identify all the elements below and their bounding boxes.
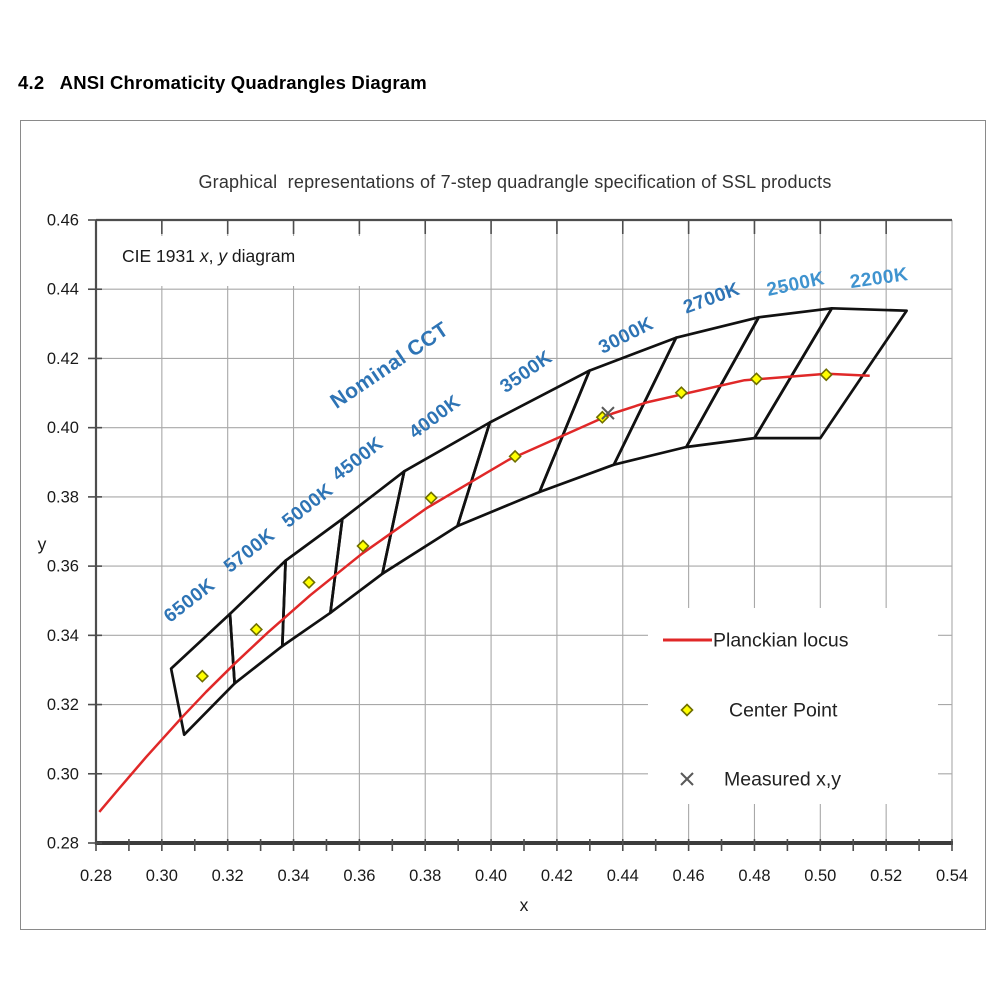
cct-label-5000K: 5000K (278, 480, 337, 533)
cct-label-4000K: 4000K (405, 391, 464, 443)
cct-label-5700K: 5700K (220, 525, 279, 578)
x-tick-label: 0.50 (804, 867, 836, 885)
x-tick-label: 0.46 (673, 867, 705, 885)
y-tick-label: 0.44 (47, 281, 79, 299)
x-tick-label: 0.48 (738, 867, 770, 885)
x-tick-label: 0.40 (475, 867, 507, 885)
x-tick-label: 0.34 (277, 867, 309, 885)
legend-label: Planckian locus (713, 630, 849, 652)
cct-label-2700K: 2700K (681, 279, 743, 319)
quadrangle-3500K (456, 369, 591, 528)
quadrangle-2200K (753, 306, 908, 440)
y-axis-title: y (38, 534, 47, 554)
center-point-5000K (302, 575, 316, 590)
cct-label-3500K: 3500K (496, 347, 556, 398)
y-tick-label: 0.36 (47, 558, 79, 576)
planckian-locus-line (98, 372, 870, 813)
chart-title: Graphical representations of 7-step quad… (198, 172, 832, 192)
cct-label-4500K: 4500K (328, 433, 387, 486)
x-tick-label: 0.30 (146, 867, 178, 885)
x-axis-title: x (520, 895, 529, 915)
x-tick-label: 0.28 (80, 867, 112, 885)
legend-label: Center Point (729, 700, 838, 722)
legend-x-marker (680, 772, 694, 786)
legend-label: Measured x,y (724, 769, 841, 791)
center-point-4000K (424, 491, 438, 505)
x-tick-label: 0.44 (607, 867, 639, 885)
center-point-6500K (195, 669, 209, 683)
center-point-2500K (749, 372, 764, 386)
quadrangle-5700K (228, 559, 287, 685)
legend-diamond-marker (680, 703, 694, 717)
x-tick-label: 0.52 (870, 867, 902, 885)
y-tick-label: 0.46 (47, 212, 79, 230)
center-point-3500K (508, 449, 522, 464)
y-tick-label: 0.32 (47, 696, 79, 714)
x-tick-label: 0.36 (343, 867, 375, 885)
cie-label-backing (106, 236, 374, 286)
cct-label-3000K: 3000K (595, 313, 657, 358)
center-point-4500K (356, 539, 370, 553)
y-tick-label: 0.34 (47, 627, 79, 645)
y-tick-label: 0.30 (47, 765, 79, 783)
x-tick-label: 0.42 (541, 867, 573, 885)
y-tick-label: 0.28 (47, 835, 79, 853)
measured-x-marker (601, 406, 615, 420)
cct-label-6500K: 6500K (160, 575, 219, 628)
section-heading: 4.2 ANSI Chromaticity Quadrangles Diagra… (18, 72, 427, 93)
cct-label-2500K: 2500K (765, 268, 827, 301)
x-tick-label: 0.32 (212, 867, 244, 885)
nominal-cct-label: Nominal CCT (326, 318, 453, 414)
quadrangle-4500K (329, 469, 406, 615)
x-tick-label: 0.54 (936, 867, 968, 885)
center-point-5700K (249, 622, 263, 637)
y-tick-label: 0.38 (47, 488, 79, 506)
y-tick-label: 0.40 (47, 419, 79, 437)
cie-diagram-label: CIE 1931 x, y diagram (122, 246, 295, 266)
x-tick-label: 0.38 (409, 867, 441, 885)
center-point-2200K (819, 368, 833, 382)
y-tick-label: 0.42 (47, 350, 79, 368)
center-point-2700K (674, 386, 689, 400)
